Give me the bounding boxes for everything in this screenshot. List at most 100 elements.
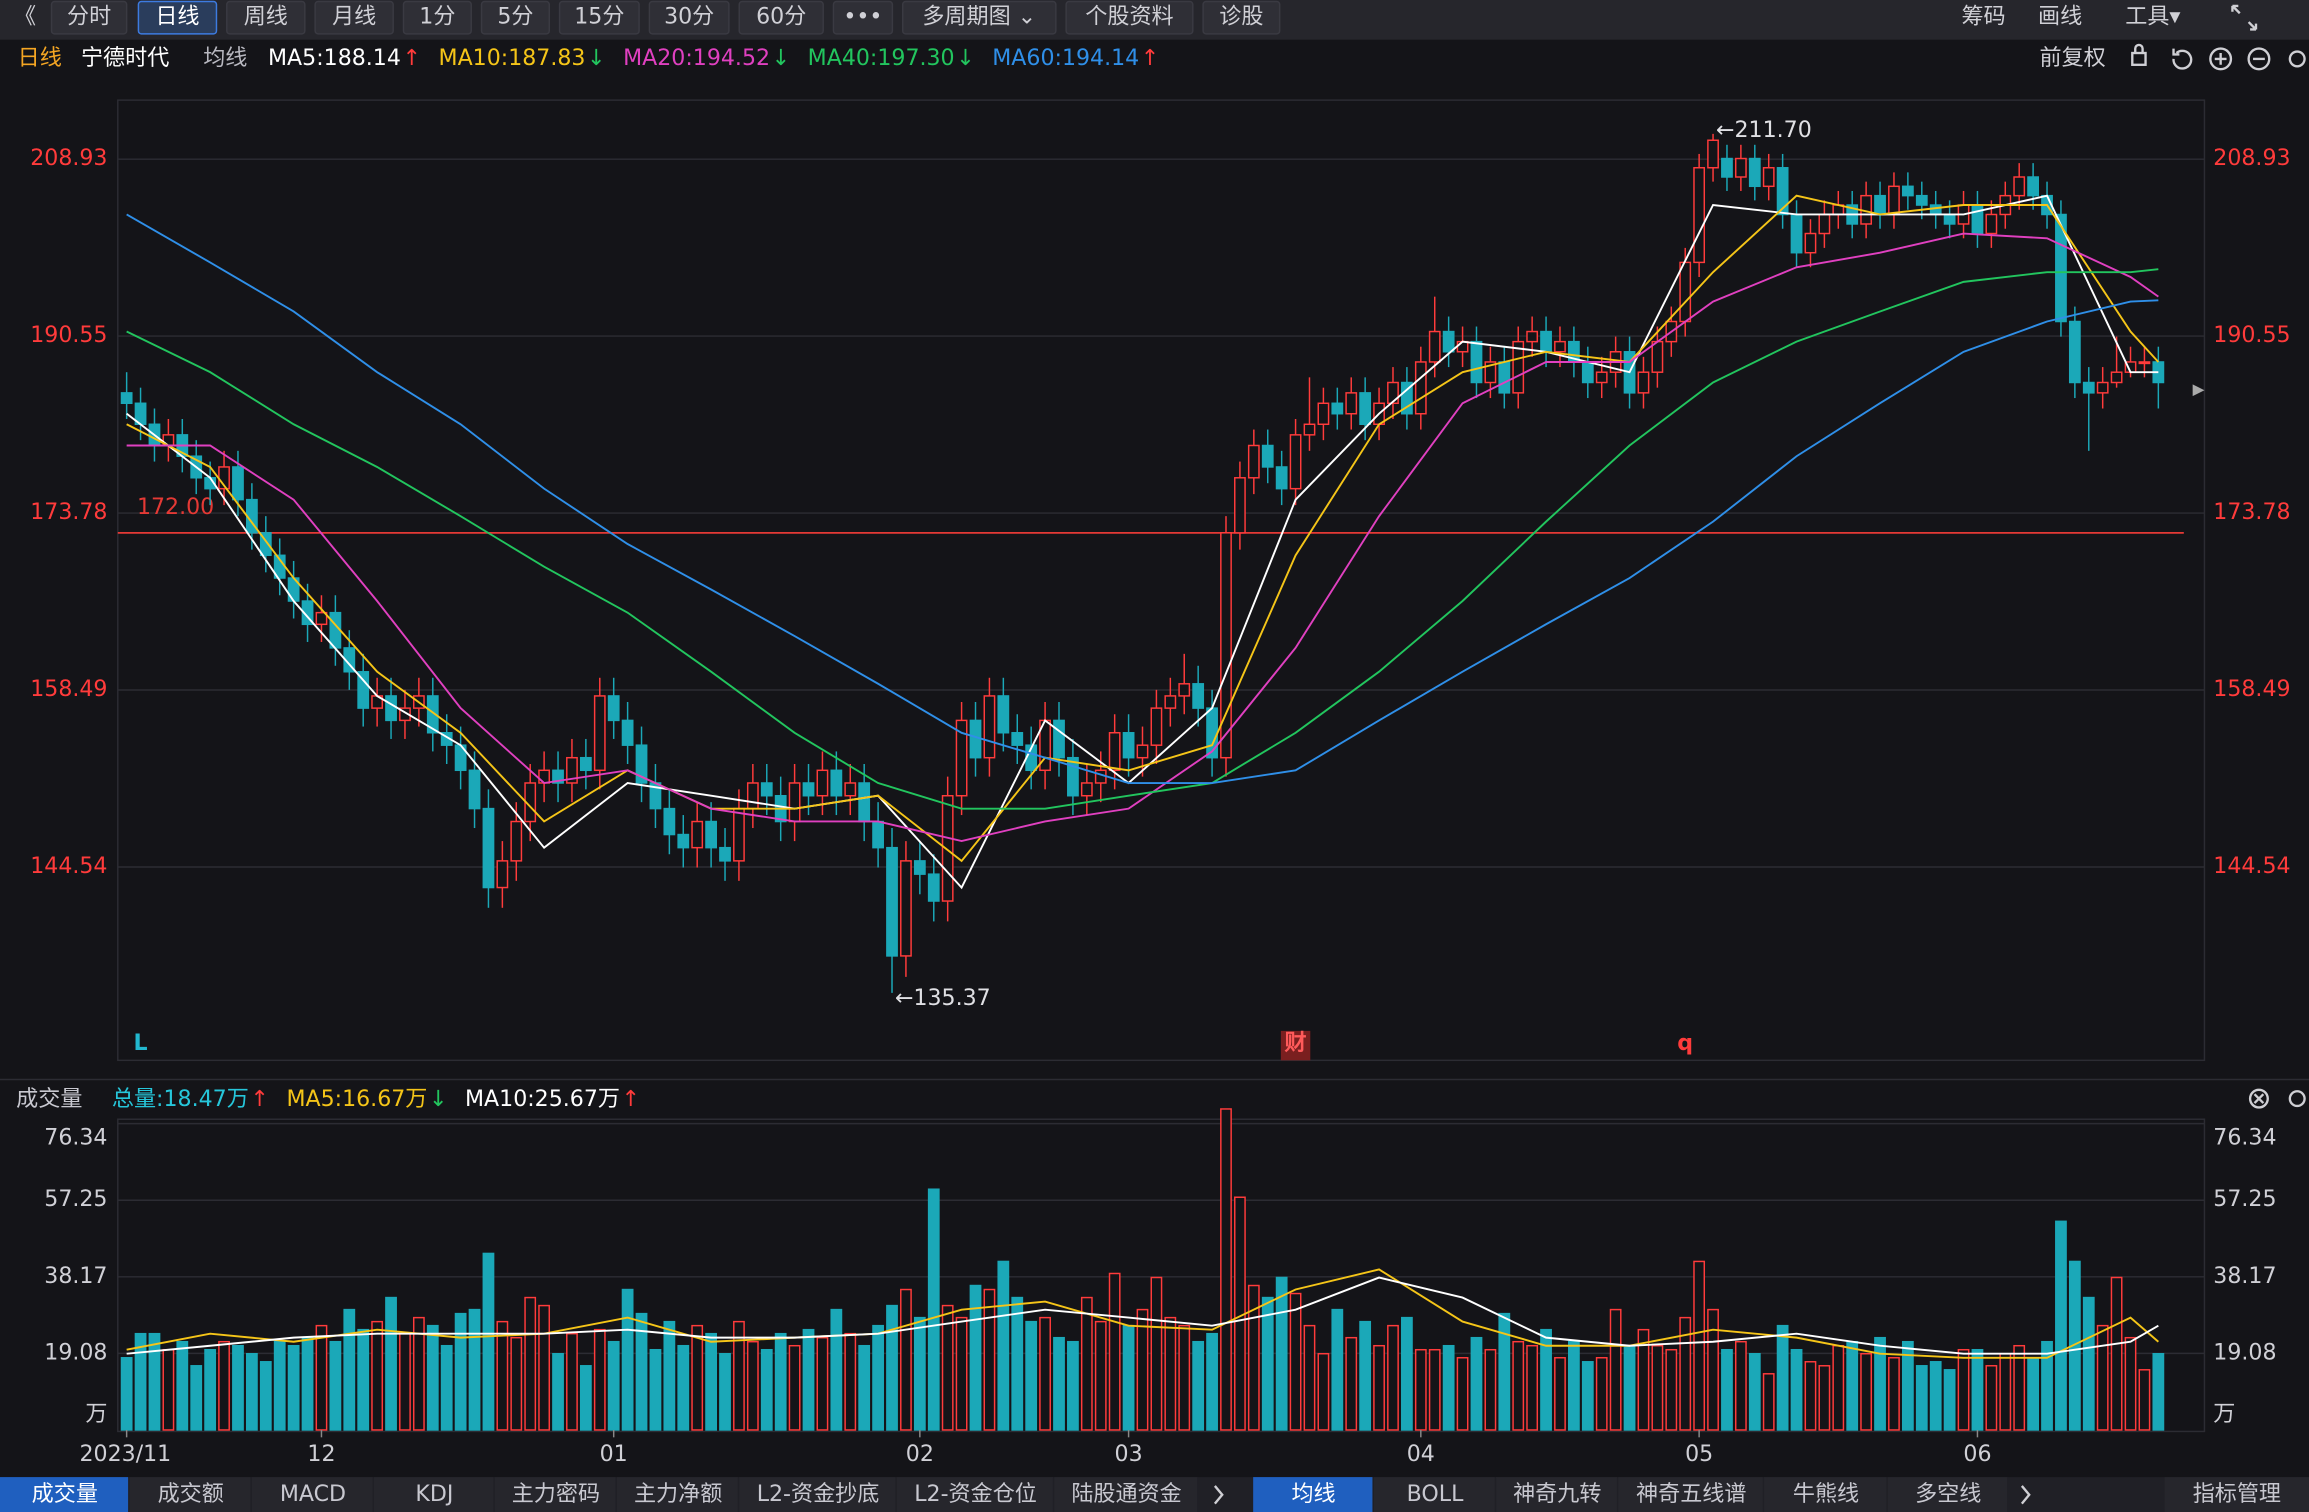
y-tick-label: 173.78	[30, 500, 107, 525]
toolbar-button[interactable]	[226, 0, 306, 35]
undo-icon[interactable]	[2172, 48, 2193, 70]
indicator-tab[interactable]	[1253, 1477, 1373, 1512]
settings-icon[interactable]	[2288, 50, 2306, 68]
volume-bar	[983, 1288, 996, 1431]
indicator-tab[interactable]	[1887, 1477, 2008, 1512]
y-tick-label: 144.54	[30, 854, 107, 879]
toolbar-label[interactable]: 月线	[332, 5, 376, 30]
toolbar-button[interactable]	[738, 0, 824, 35]
indicator-tab-label[interactable]: 牛熊线	[1793, 1482, 1859, 1507]
toolbar-label[interactable]: 15分	[574, 5, 624, 30]
toolbar-label[interactable]: 多周期图 ⌄	[922, 5, 1036, 30]
indicator-tab[interactable]	[1764, 1477, 1887, 1512]
toolbar-label[interactable]: 《	[14, 5, 36, 30]
toolbar-button[interactable]	[137, 0, 218, 35]
candle-body	[1289, 434, 1302, 490]
volume-bar	[259, 1361, 272, 1431]
toolbar-button[interactable]	[648, 0, 730, 35]
tab-label[interactable]: 成交额	[158, 1482, 224, 1507]
tab-label[interactable]: 陆股通资金	[1071, 1482, 1181, 1507]
indicator-tab-label[interactable]: 均线	[1291, 1482, 1335, 1507]
tab[interactable]	[494, 1477, 616, 1512]
y-tick-label: 万	[85, 1402, 107, 1427]
toolbar-label[interactable]: 个股资料	[1085, 5, 1173, 30]
indicator-tab[interactable]	[1496, 1477, 1617, 1512]
toolbar-label[interactable]: 1分	[419, 5, 455, 30]
toolbar-button[interactable]	[480, 0, 551, 35]
marker[interactable]: L	[134, 1031, 148, 1056]
tabs-scroll-right[interactable]	[2020, 1485, 2031, 1505]
tab[interactable]	[739, 1477, 896, 1512]
volume-bar	[399, 1332, 411, 1431]
tab[interactable]	[251, 1477, 373, 1512]
toolbar-tool[interactable]: 画线	[2038, 5, 2082, 30]
price-frame	[117, 99, 2206, 1062]
tabs-scroll-left[interactable]	[1213, 1485, 1224, 1505]
toolbar-tool[interactable]: 筹码	[1961, 5, 2005, 30]
tab-label[interactable]: 主力净额	[634, 1482, 722, 1507]
tab-label[interactable]: L2-资金仓位	[914, 1482, 1037, 1507]
marker[interactable]: 财	[1285, 1031, 1307, 1056]
zoom-in-icon[interactable]	[2209, 47, 2233, 71]
tab-label[interactable]: L2-资金抄底	[757, 1482, 880, 1507]
tab-label[interactable]: 成交量	[32, 1482, 98, 1507]
candle-body	[232, 466, 244, 501]
toolbar-button[interactable]	[402, 0, 472, 35]
tab[interactable]	[0, 1477, 129, 1512]
volume-bar	[524, 1296, 537, 1431]
tab-label[interactable]: KDJ	[415, 1482, 453, 1507]
close-icon[interactable]	[2248, 1088, 2269, 1109]
toolbar-button[interactable]	[1065, 0, 1194, 35]
y-tick-label: 190.55	[30, 323, 107, 348]
indicator-tab-label[interactable]: BOLL	[1407, 1482, 1464, 1507]
candle-body	[385, 695, 397, 722]
candle-body	[120, 392, 133, 405]
toolbar-label[interactable]: 分时	[67, 5, 111, 30]
toolbar-button[interactable]	[314, 0, 394, 35]
tab[interactable]	[374, 1477, 494, 1512]
toolbar-button[interactable]	[50, 0, 128, 35]
y-tick-label: 208.93	[30, 146, 107, 171]
volume-bar	[1999, 1352, 2012, 1431]
toolbar-button[interactable]	[901, 0, 1057, 35]
volume-settings-icon[interactable]	[2288, 1090, 2306, 1108]
manage-label[interactable]: 指标管理	[2193, 1482, 2281, 1507]
indicator-tab-label[interactable]: 多空线	[1915, 1482, 1981, 1507]
volume-bar	[705, 1332, 717, 1431]
toolbar-label[interactable]: 5分	[497, 5, 533, 30]
indicator-tab-label[interactable]: 神奇九转	[1513, 1482, 1601, 1507]
candle-body	[886, 846, 898, 957]
tab[interactable]	[129, 1477, 251, 1512]
indicator-tab-label[interactable]: 神奇五线谱	[1636, 1482, 1746, 1507]
tab[interactable]	[1054, 1477, 1198, 1512]
zoom-out-icon[interactable]	[2247, 47, 2271, 71]
indicator-tab[interactable]	[1618, 1477, 1763, 1512]
candle-body	[705, 820, 717, 849]
toolbar-label[interactable]: 诊股	[1219, 5, 1263, 30]
toolbar-label[interactable]: 周线	[244, 5, 288, 30]
toolbar-tool[interactable]: 工具▾	[2125, 5, 2181, 30]
tab[interactable]	[617, 1477, 738, 1512]
manage-button[interactable]	[2164, 1477, 2309, 1512]
marker[interactable]: q	[1677, 1031, 1693, 1056]
toolbar-button[interactable]	[558, 0, 640, 35]
volume-total: 总量:18.47万	[112, 1087, 249, 1112]
volume-bar	[315, 1324, 328, 1431]
toolbar-button[interactable]	[1202, 0, 1281, 35]
candle-body	[607, 695, 620, 722]
volume-bar	[510, 1336, 523, 1431]
fullscreen-icon[interactable]	[2231, 4, 2258, 31]
toolbar-label[interactable]: 30分	[664, 5, 714, 30]
adjust-label[interactable]: 前复权	[2040, 46, 2106, 71]
toolbar-label[interactable]: •••	[843, 5, 882, 30]
toolbar-button[interactable]	[832, 0, 894, 35]
tab-label[interactable]: 主力密码	[512, 1482, 600, 1507]
tab-label[interactable]: MACD	[280, 1482, 346, 1507]
toolbar-label[interactable]: 60分	[756, 5, 806, 30]
candle-body	[1164, 695, 1177, 709]
lock-icon[interactable]	[2131, 51, 2147, 66]
indicator-tab[interactable]	[1373, 1477, 1495, 1512]
tab[interactable]	[896, 1477, 1053, 1512]
volume-bar	[1345, 1336, 1358, 1431]
toolbar-label[interactable]: 日线	[155, 5, 199, 30]
